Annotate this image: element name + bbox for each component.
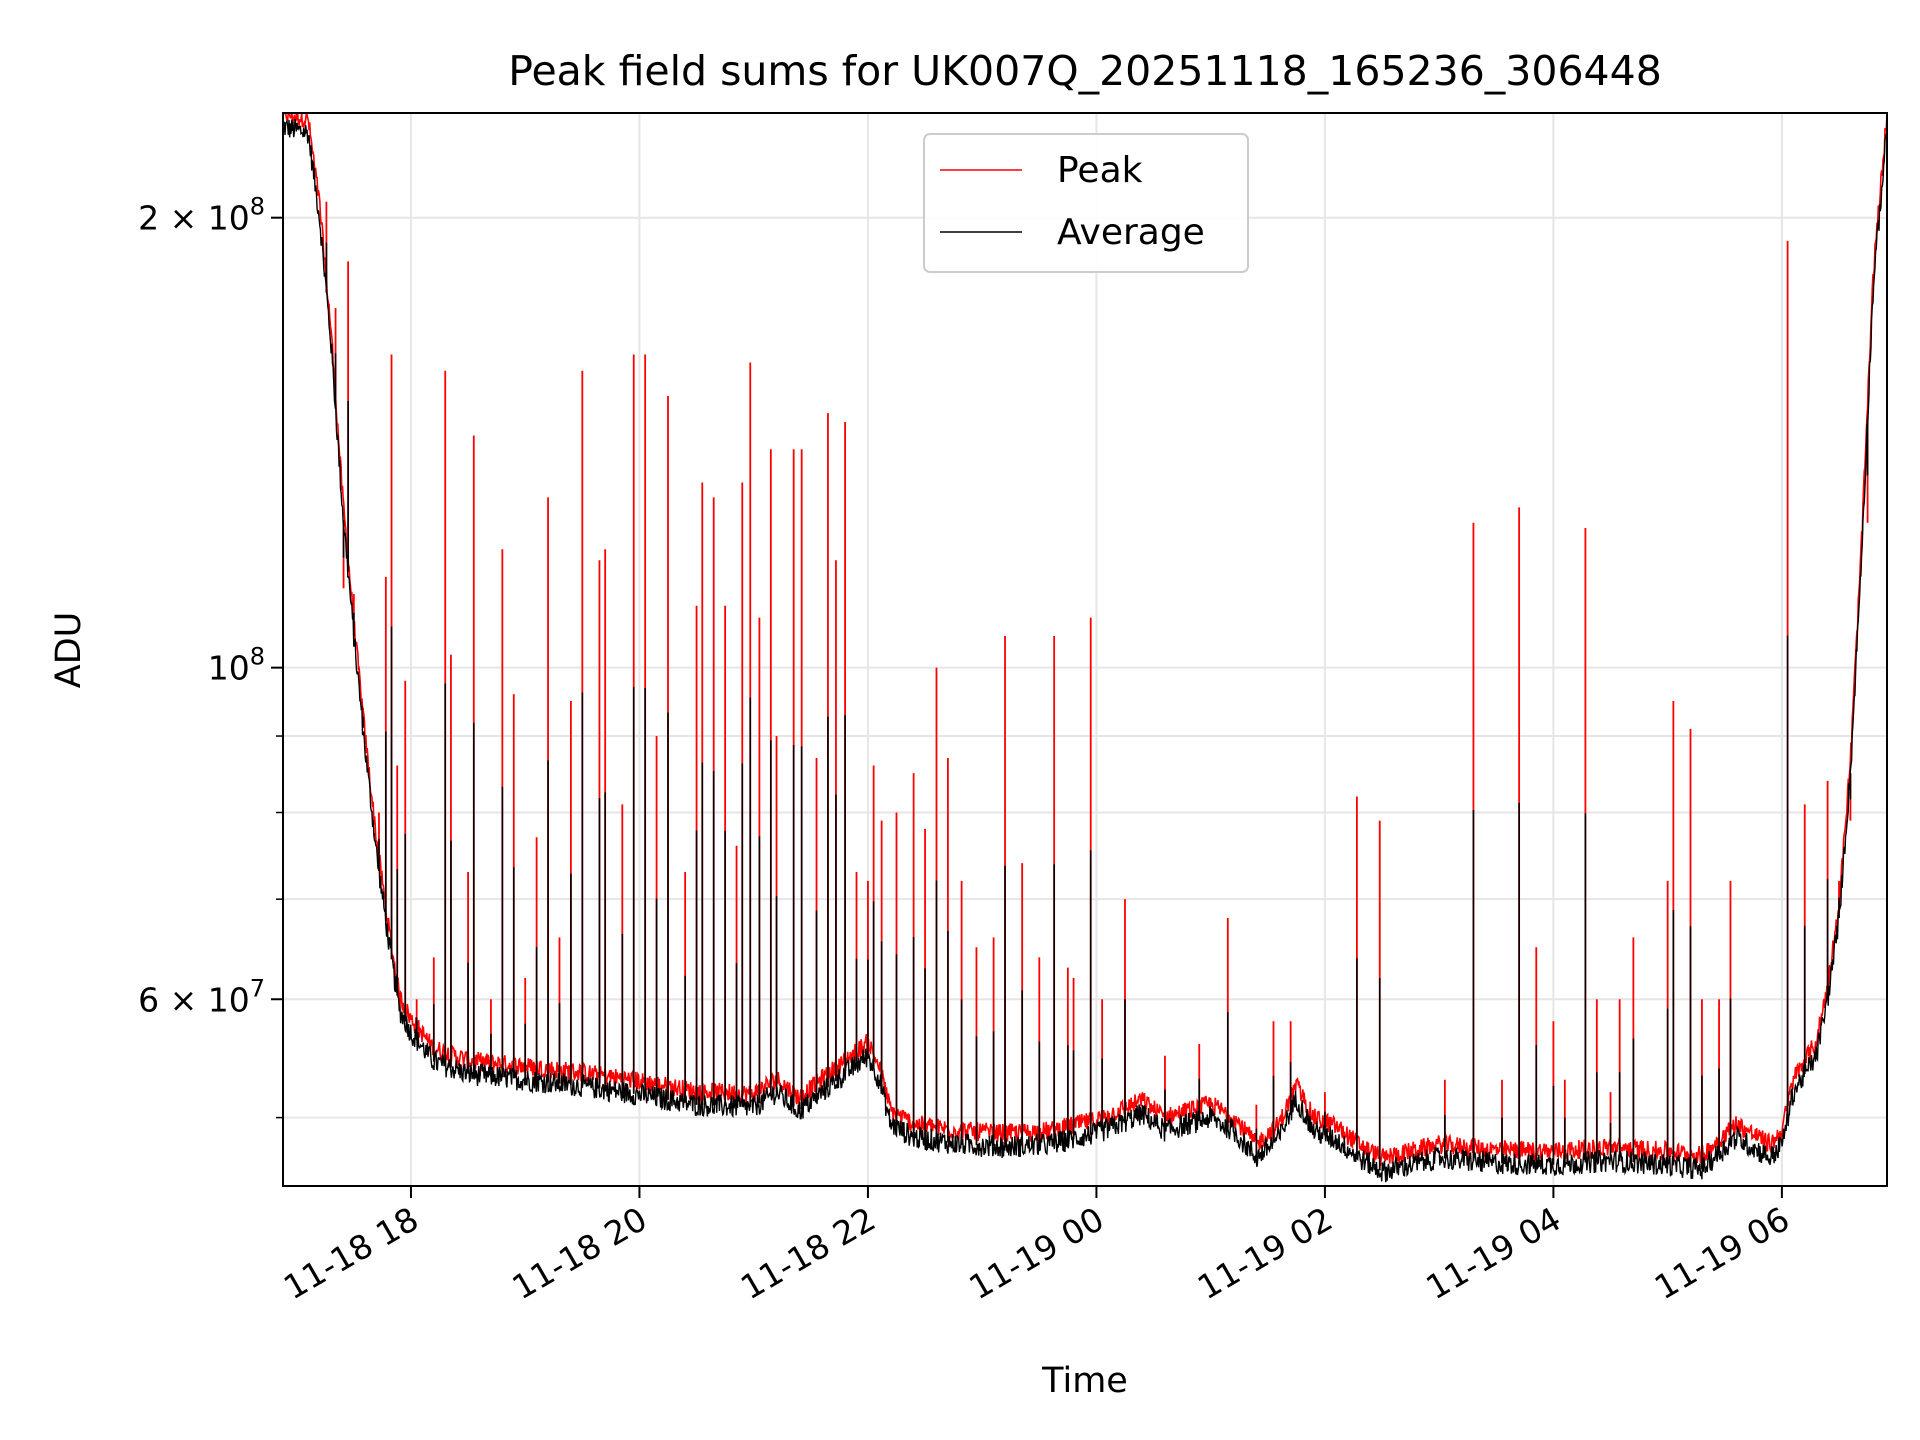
y-tick-exponent: 8: [250, 193, 265, 221]
series-layer: [282, 112, 1888, 1183]
y-tick-exponent: 8: [250, 643, 265, 671]
y-tick-base: 6 × 10: [138, 980, 250, 1019]
plot-frame: [282, 112, 1888, 1187]
y-tick-exponent: 7: [250, 974, 265, 1002]
grid-layer: [283, 113, 1887, 1186]
y-tick-label: 108: [208, 643, 265, 688]
y-axis-label: ADU: [49, 612, 89, 689]
chart-title: Peak field sums for UK007Q_20251118_1652…: [508, 47, 1662, 95]
legend-label-average: Average: [1057, 212, 1205, 253]
legend-box: [923, 133, 1249, 273]
y-tick-base: 2 × 10: [138, 199, 250, 238]
x-axis-label: Time: [1041, 1361, 1128, 1401]
legend: Peak Average: [923, 133, 1249, 273]
y-tick-label: 6 × 107: [138, 974, 265, 1019]
y-tick-base: 10: [208, 649, 250, 688]
y-tick-label: 2 × 108: [138, 193, 265, 238]
legend-label-peak: Peak: [1057, 150, 1143, 191]
